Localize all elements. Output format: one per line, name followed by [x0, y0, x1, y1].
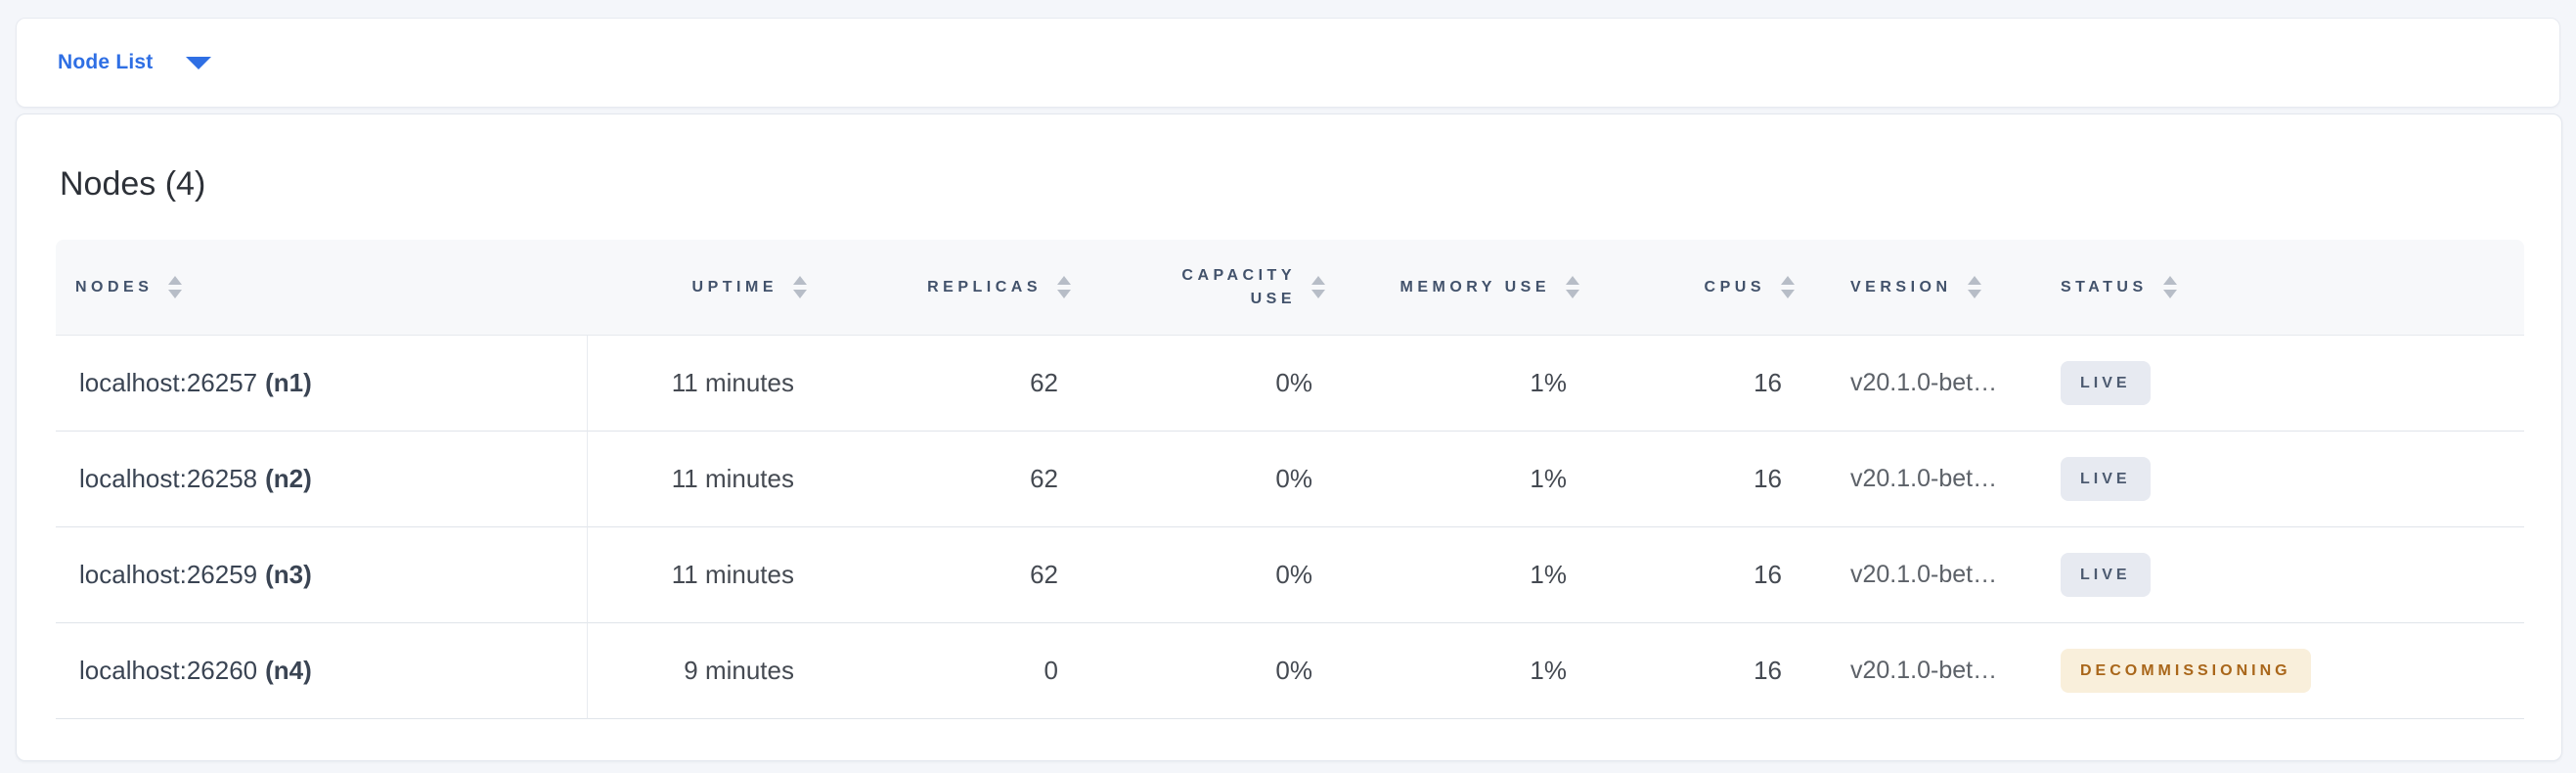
view-selector-bar: Node List [16, 18, 2560, 108]
node-address: localhost:26258 [79, 464, 258, 493]
node-address-cell: localhost:26260 (n4) [56, 623, 588, 719]
sort-icon [2162, 276, 2177, 298]
column-label: CAPACITY USE [1181, 267, 1296, 307]
column-header-status[interactable]: STATUS [2046, 240, 2524, 336]
cpus-cell: 16 [1621, 623, 1836, 719]
capacity-use-cell: 0% [1112, 623, 1366, 719]
sort-icon [168, 276, 183, 298]
column-header-memory-use[interactable]: MEMORY USE [1366, 240, 1621, 336]
node-address-cell: localhost:26257 (n1) [56, 336, 588, 432]
status-cell: LIVE [2046, 432, 2524, 527]
node-id: (n2) [265, 464, 312, 493]
column-label: UPTIME [691, 278, 777, 296]
status-badge: LIVE [2061, 457, 2151, 501]
table-header-row: NODES UPTIME REPLICAS [56, 240, 2524, 336]
column-header-capacity-use[interactable]: CAPACITY USE [1112, 240, 1366, 336]
sort-icon [1566, 276, 1579, 298]
table-row: localhost:26257 (n1) 11 minutes 62 0% 1% … [56, 336, 2524, 432]
column-header-cpus[interactable]: CPUS [1621, 240, 1836, 336]
sort-icon [1781, 276, 1795, 298]
version-cell: v20.1.0-bet… [1836, 527, 2046, 623]
replicas-cell: 62 [848, 432, 1112, 527]
column-header-uptime[interactable]: UPTIME [588, 240, 848, 336]
version-cell: v20.1.0-bet… [1836, 623, 2046, 719]
node-address: localhost:26259 [79, 560, 258, 589]
memory-use-cell: 1% [1366, 527, 1621, 623]
memory-use-cell: 1% [1366, 336, 1621, 432]
column-label: REPLICAS [927, 278, 1042, 296]
nodes-table: NODES UPTIME REPLICAS [56, 240, 2524, 719]
chevron-down-icon [186, 56, 212, 69]
replicas-cell: 62 [848, 336, 1112, 432]
replicas-cell: 0 [848, 623, 1112, 719]
node-id: (n4) [265, 656, 312, 685]
version-cell: v20.1.0-bet… [1836, 336, 2046, 432]
node-id: (n3) [265, 560, 312, 589]
view-dropdown-label: Node List [58, 51, 154, 73]
column-header-replicas[interactable]: REPLICAS [848, 240, 1112, 336]
column-label: VERSION [1850, 278, 1952, 296]
capacity-use-cell: 0% [1112, 432, 1366, 527]
column-label: CPUS [1704, 278, 1765, 296]
uptime-cell: 9 minutes [588, 623, 848, 719]
cpus-cell: 16 [1621, 432, 1836, 527]
node-address-cell: localhost:26259 (n3) [56, 527, 588, 623]
uptime-cell: 11 minutes [588, 336, 848, 432]
nodes-panel: Nodes (4) NODES UPTIM [16, 114, 2562, 761]
node-address-cell: localhost:26258 (n2) [56, 432, 588, 527]
node-address: localhost:26257 [79, 368, 258, 397]
status-cell: LIVE [2046, 336, 2524, 432]
version-cell: v20.1.0-bet… [1836, 432, 2046, 527]
sort-icon [1057, 276, 1071, 298]
capacity-use-cell: 0% [1112, 336, 1366, 432]
column-header-version[interactable]: VERSION [1836, 240, 2046, 336]
panel-title: Nodes (4) [60, 165, 206, 203]
column-header-nodes[interactable]: NODES [56, 240, 588, 336]
cpus-cell: 16 [1621, 527, 1836, 623]
node-id: (n1) [265, 368, 312, 397]
status-cell: LIVE [2046, 527, 2524, 623]
table-row: localhost:26259 (n3) 11 minutes 62 0% 1% … [56, 527, 2524, 623]
column-label: NODES [75, 278, 154, 296]
status-badge: LIVE [2061, 553, 2151, 597]
column-label: MEMORY USE [1399, 278, 1550, 296]
column-label: STATUS [2061, 278, 2148, 296]
sort-icon [1967, 276, 1981, 298]
cpus-cell: 16 [1621, 336, 1836, 432]
sort-icon [793, 276, 807, 298]
view-dropdown[interactable]: Node List [58, 51, 212, 74]
memory-use-cell: 1% [1366, 623, 1621, 719]
capacity-use-cell: 0% [1112, 527, 1366, 623]
replicas-cell: 62 [848, 527, 1112, 623]
uptime-cell: 11 minutes [588, 432, 848, 527]
status-cell: DECOMMISSIONING [2046, 623, 2524, 719]
table-row: localhost:26260 (n4) 9 minutes 0 0% 1% 16… [56, 623, 2524, 719]
uptime-cell: 11 minutes [588, 527, 848, 623]
table-row: localhost:26258 (n2) 11 minutes 62 0% 1% … [56, 432, 2524, 527]
sort-icon [1311, 276, 1325, 298]
status-badge: LIVE [2061, 361, 2151, 405]
memory-use-cell: 1% [1366, 432, 1621, 527]
node-address: localhost:26260 [79, 656, 258, 685]
status-badge: DECOMMISSIONING [2061, 649, 2311, 693]
